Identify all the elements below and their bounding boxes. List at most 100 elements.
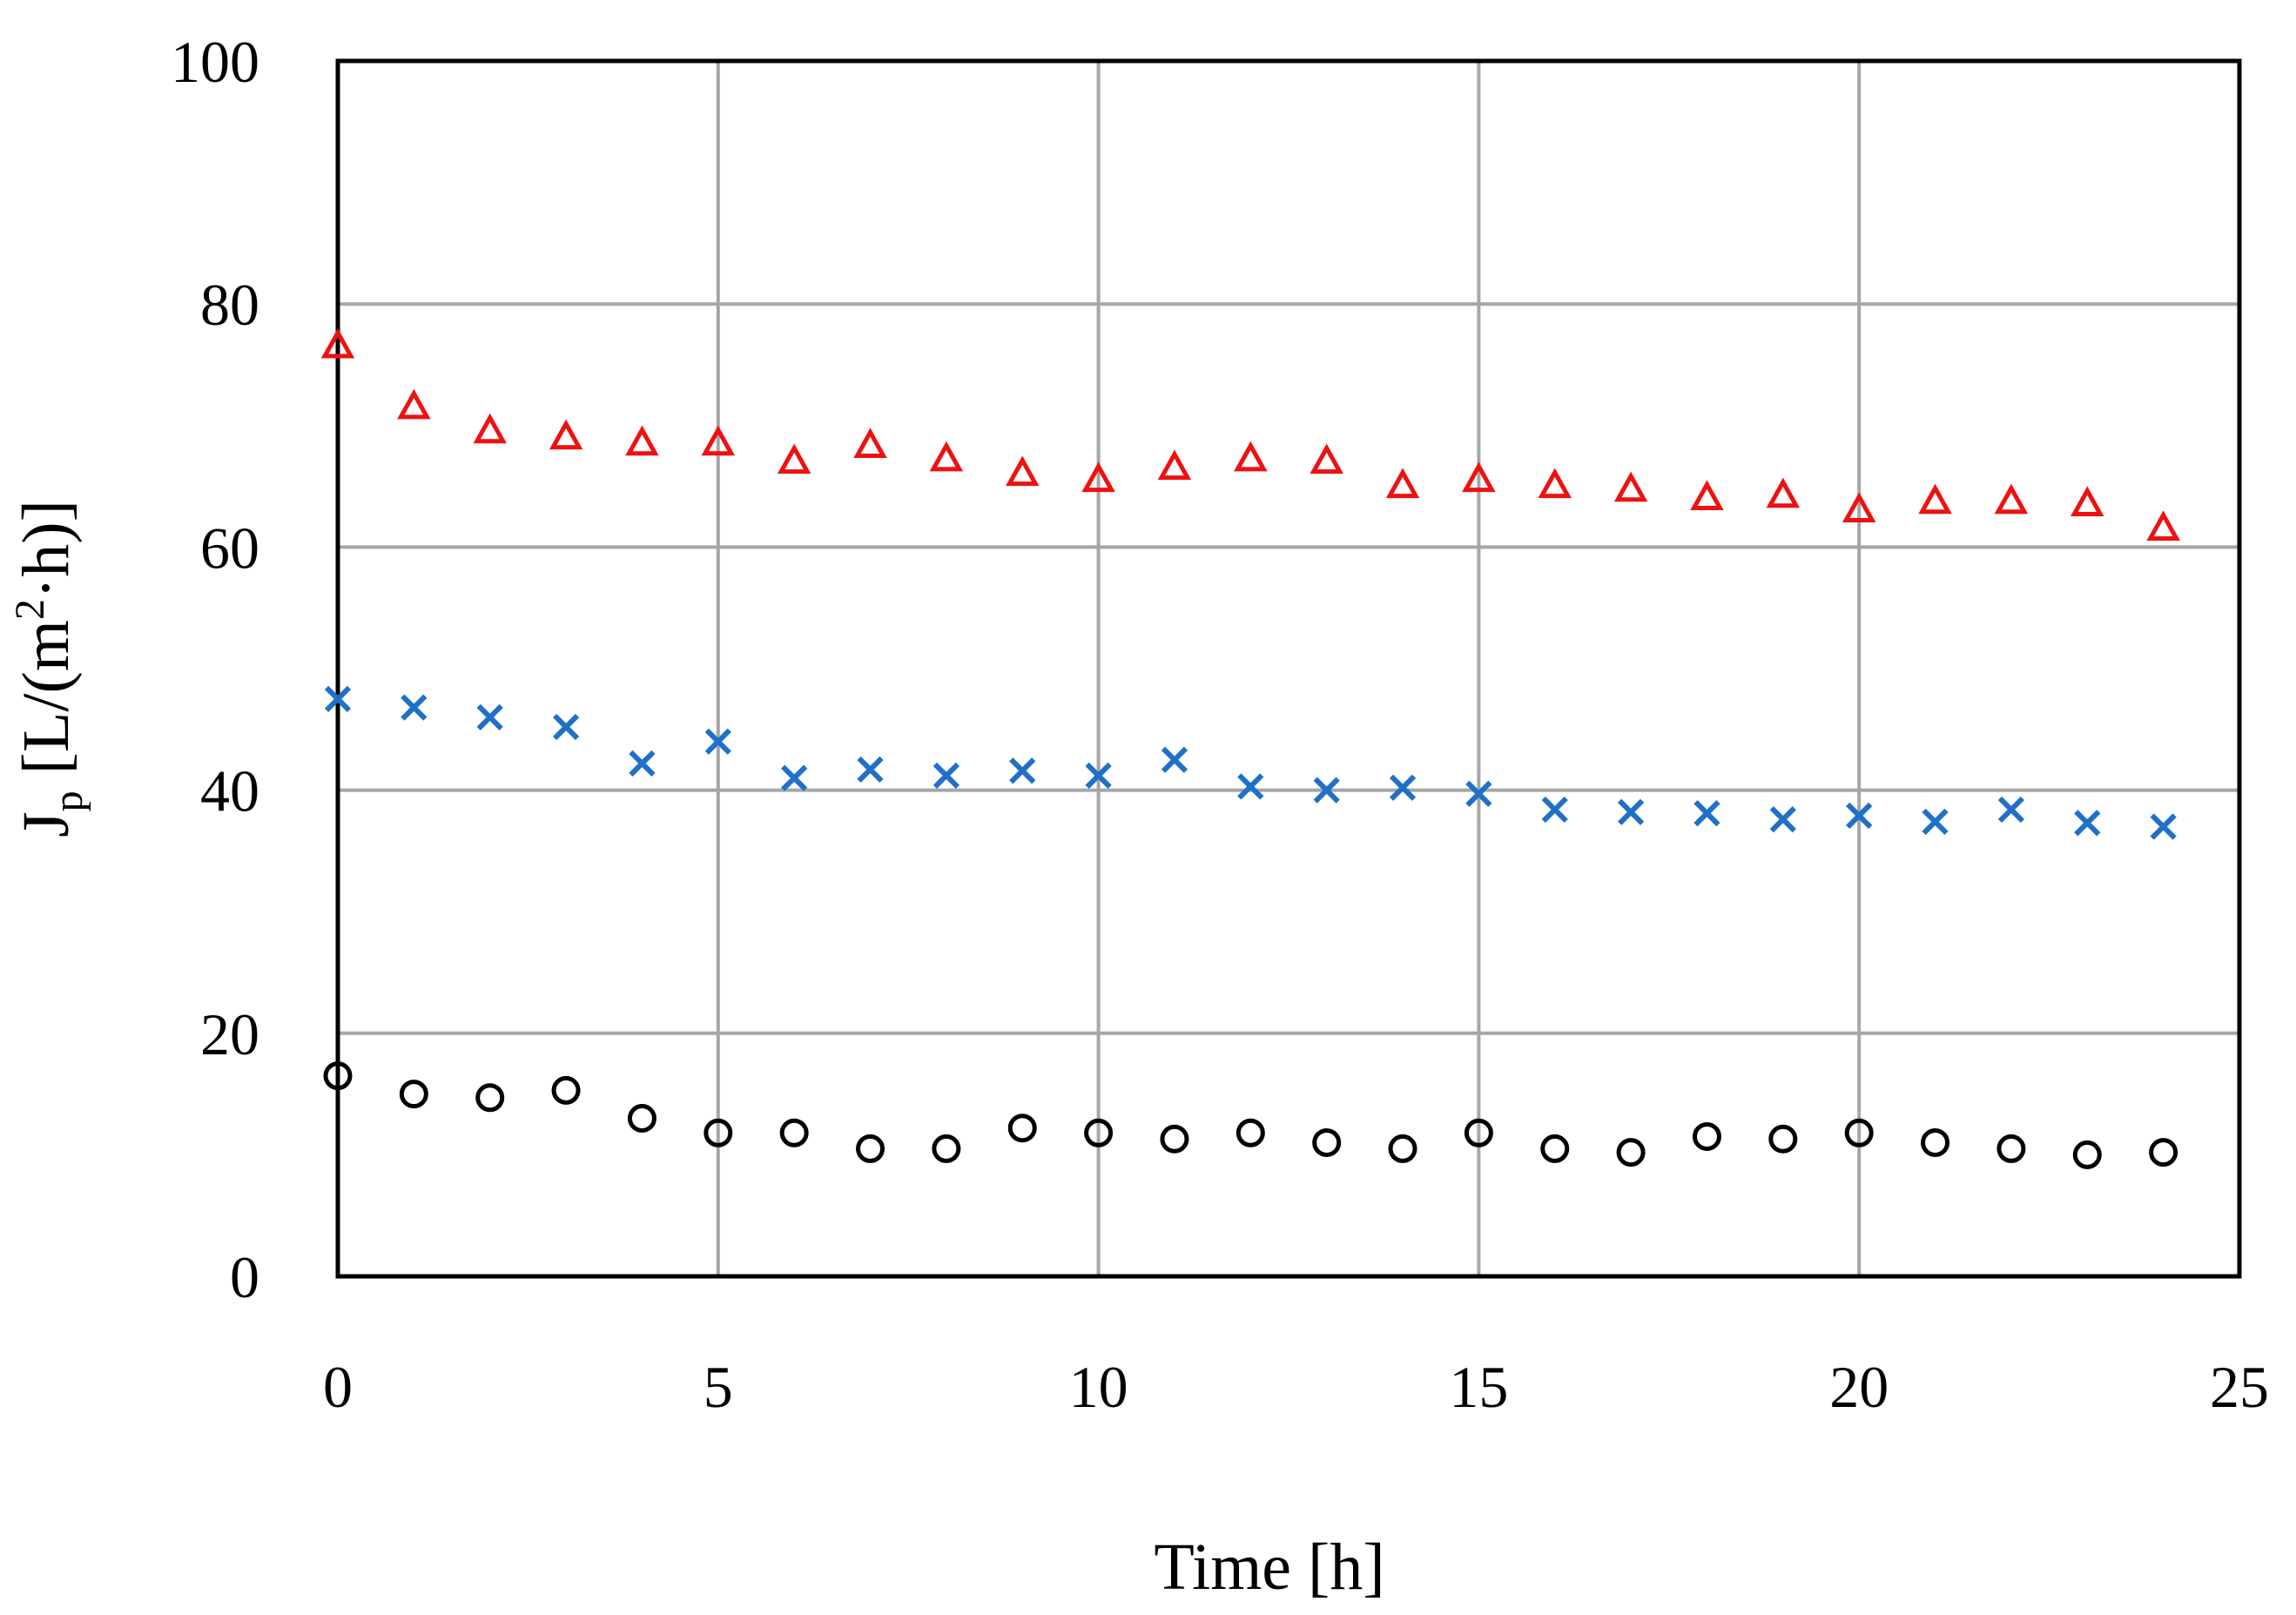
x-tick-label: 0 — [323, 1354, 353, 1420]
circle-marker — [779, 1118, 809, 1147]
cross-marker — [552, 713, 580, 741]
triangle-marker — [1613, 471, 1648, 502]
triangle-marker — [1385, 468, 1420, 499]
y-tick-label: 0 — [230, 1244, 259, 1310]
triangle-marker — [777, 443, 811, 474]
x-tick-label: 20 — [1829, 1354, 1889, 1420]
data-markers — [320, 327, 2180, 1169]
cross-marker — [704, 728, 731, 755]
cross-marker — [629, 750, 656, 777]
cross-marker — [1541, 796, 1568, 824]
y-axis-title-superscript: 2 — [7, 599, 53, 620]
circle-marker — [551, 1075, 581, 1105]
y-tick-label: 80 — [200, 272, 259, 338]
triangle-marker — [929, 441, 964, 472]
triangle-marker — [1157, 449, 1192, 481]
cross-marker — [933, 762, 960, 789]
circle-marker — [1388, 1134, 1417, 1163]
triangle-marker — [853, 427, 887, 459]
cross-marker — [1085, 762, 1112, 789]
triangle-marker — [320, 327, 355, 359]
triangle-marker — [1234, 441, 1268, 472]
circle-marker — [323, 1061, 353, 1091]
circle-marker — [1692, 1121, 1721, 1151]
cross-marker — [1922, 808, 1949, 836]
cross-marker — [476, 703, 503, 730]
cross-marker — [1313, 777, 1340, 804]
circle-marker — [1921, 1127, 1950, 1157]
triangle-marker — [625, 425, 659, 456]
triangle-marker — [1994, 483, 2029, 515]
cross-marker — [1161, 746, 1188, 773]
circle-marker — [1160, 1124, 1189, 1154]
cross-marker — [324, 685, 352, 713]
triangle-marker — [1462, 461, 1496, 493]
circle-marker — [475, 1083, 505, 1113]
x-tick-label: 10 — [1069, 1354, 1128, 1420]
triangle-marker — [1005, 455, 1040, 487]
circle-marker — [1084, 1118, 1114, 1147]
triangle-marker — [473, 413, 507, 444]
y-axis-title: Jp [L/(m2·h)] — [7, 500, 91, 838]
y-axis-title-unit-start: [L/(m — [10, 620, 83, 791]
cross-marker — [1997, 796, 2025, 824]
circle-marker — [627, 1104, 656, 1134]
plot-area-frame — [335, 58, 2242, 1279]
cross-marker — [857, 756, 884, 783]
cross-marker — [1389, 774, 1417, 801]
y-axis-title-subscript: p — [45, 791, 91, 811]
triangle-marker — [397, 388, 431, 420]
y-axis-tick-labels: 0 20 40 60 80 100 — [171, 29, 259, 1310]
circle-marker — [1236, 1118, 1265, 1147]
y-tick-label: 60 — [200, 515, 259, 581]
circle-marker — [1616, 1138, 1646, 1168]
y-tick-label: 20 — [200, 1001, 259, 1067]
triangle-marker — [1766, 477, 1801, 508]
triangle-marker — [1310, 443, 1343, 474]
triangle-series — [320, 327, 2180, 541]
triangle-marker — [1918, 483, 1952, 515]
triangle-marker — [1690, 480, 1724, 511]
cross-marker — [2074, 810, 2101, 837]
cross-marker — [1465, 780, 1492, 807]
circle-marker — [2072, 1140, 2102, 1169]
grid-lines — [336, 59, 2241, 1278]
triangle-marker — [2070, 486, 2104, 517]
cross-marker — [1693, 800, 1720, 827]
cross-marker — [2150, 813, 2177, 840]
circle-series — [323, 1061, 2178, 1169]
x-tick-label: 15 — [1449, 1354, 1508, 1420]
x-axis-title: Time [h] — [1154, 1531, 1384, 1604]
cross-marker — [1769, 805, 1796, 833]
triangle-marker — [549, 419, 583, 450]
circle-marker — [1844, 1118, 1874, 1147]
circle-marker — [932, 1134, 961, 1163]
triangle-marker — [1842, 492, 1876, 523]
triangle-marker — [2146, 510, 2180, 541]
y-axis-title-unit-end: ·h)] — [10, 500, 83, 599]
cross-series — [324, 685, 2177, 840]
x-tick-label: 5 — [704, 1354, 733, 1420]
cross-marker — [1846, 802, 1873, 830]
circle-marker — [856, 1134, 885, 1163]
circle-marker — [704, 1118, 733, 1147]
cross-marker — [1237, 773, 1264, 800]
y-axis-title-main: J — [10, 811, 83, 838]
circle-marker — [1540, 1134, 1570, 1163]
circle-marker — [1312, 1127, 1342, 1157]
circle-marker — [1996, 1134, 2026, 1163]
x-axis-tick-labels: 0 5 10 15 20 25 — [323, 1354, 2269, 1420]
circle-marker — [2149, 1138, 2178, 1168]
y-tick-label: 100 — [171, 29, 259, 95]
x-tick-label: 25 — [2210, 1354, 2269, 1420]
circle-marker — [1007, 1114, 1037, 1143]
triangle-marker — [1081, 461, 1115, 493]
circle-marker — [1768, 1124, 1798, 1154]
triangle-marker — [1538, 468, 1572, 499]
triangle-marker — [701, 425, 736, 456]
cross-marker — [1617, 798, 1645, 825]
cross-marker — [1009, 757, 1036, 784]
cross-marker — [781, 764, 808, 791]
circle-marker — [399, 1080, 428, 1109]
